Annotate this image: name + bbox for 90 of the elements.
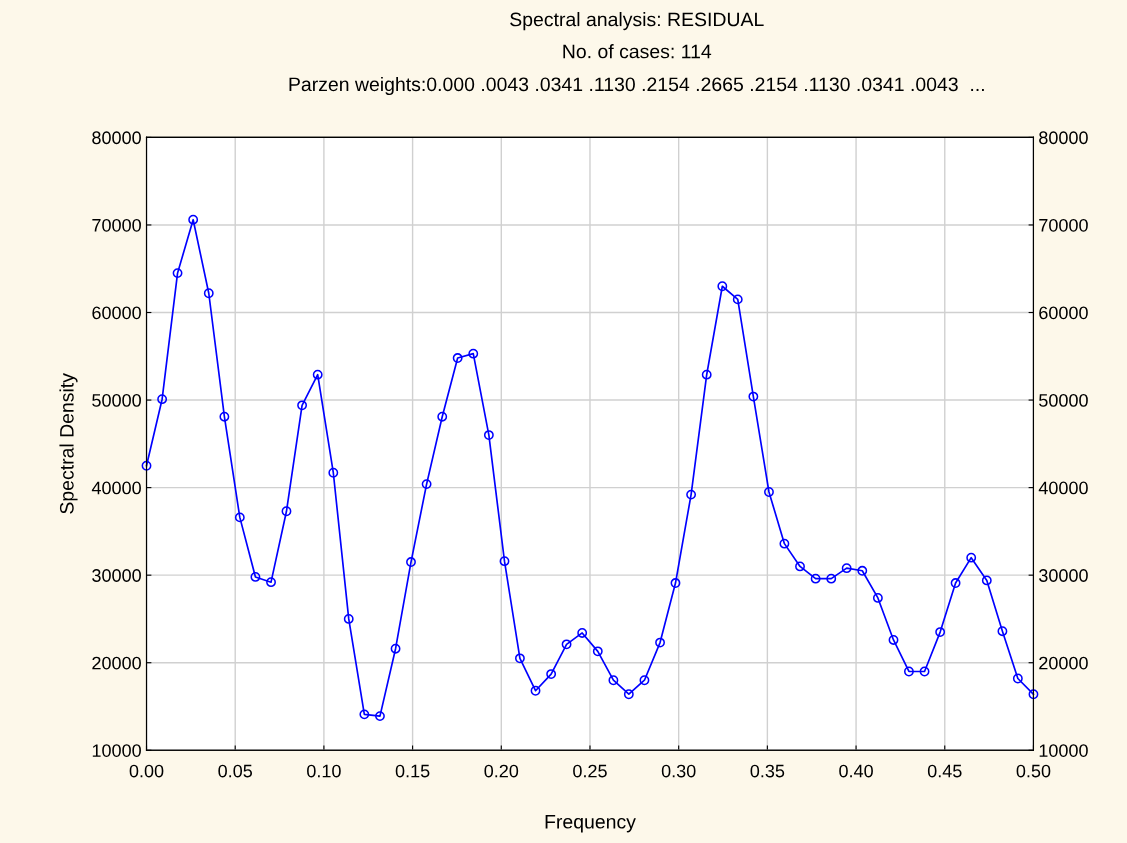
point — [872, 592, 883, 603]
point — [234, 512, 245, 523]
point — [919, 666, 930, 677]
y-axis-title: Spectral Density — [59, 373, 78, 514]
point — [795, 561, 805, 572]
point — [670, 578, 681, 588]
y-tick-label: 10000 — [92, 744, 141, 757]
x-tick-label: 0.05 — [218, 764, 253, 778]
y2-tick-label: 40000 — [1038, 481, 1088, 495]
point — [468, 348, 479, 359]
point — [701, 369, 712, 380]
point — [1012, 673, 1023, 684]
point — [499, 556, 510, 567]
point — [312, 369, 323, 380]
point — [343, 614, 354, 624]
point — [141, 460, 152, 471]
point — [452, 353, 463, 363]
y-tick-label: 50000 — [92, 394, 141, 407]
x-tick-label: 0.30 — [661, 764, 696, 778]
point — [1028, 689, 1039, 700]
point — [421, 479, 432, 490]
point — [810, 573, 821, 584]
point — [250, 571, 261, 582]
point — [966, 552, 977, 563]
y-tick-label: 60000 — [92, 306, 141, 320]
point — [717, 281, 728, 292]
y2-tick-label: 30000 — [1039, 569, 1088, 582]
point — [764, 487, 774, 497]
point — [732, 294, 743, 305]
point — [281, 506, 292, 517]
x-tick-label: 0.10 — [307, 764, 341, 778]
point — [935, 627, 946, 638]
point — [779, 538, 790, 549]
point — [561, 639, 572, 650]
y2-tick-label: 80000 — [1039, 131, 1088, 145]
point — [219, 411, 230, 422]
x-tick-label: 0.35 — [750, 764, 785, 778]
point — [577, 628, 588, 638]
y-tick-label: 70000 — [92, 218, 141, 232]
point — [359, 709, 370, 720]
point — [546, 669, 557, 680]
point — [888, 635, 899, 645]
x-tick-label: 0.00 — [129, 764, 164, 778]
point — [997, 626, 1008, 637]
point — [592, 646, 603, 657]
point — [514, 653, 525, 664]
x-tick-label: 0.20 — [484, 764, 519, 778]
point — [950, 578, 961, 588]
point — [826, 573, 837, 584]
x-tick-label: 0.40 — [839, 764, 873, 778]
point — [623, 689, 634, 700]
point — [297, 400, 308, 411]
y-tick-label: 40000 — [91, 481, 141, 495]
x-tick-label: 0.25 — [573, 764, 607, 778]
point — [390, 643, 401, 654]
y-tick-label: 30000 — [92, 569, 141, 582]
chart-title: Spectral analysis: RESIDUAL — [510, 12, 764, 31]
x-axis-title: Frequency — [545, 815, 636, 833]
x-tick-label: 0.15 — [395, 764, 430, 778]
point — [530, 685, 541, 696]
point — [172, 268, 183, 279]
point — [981, 575, 992, 586]
point — [266, 577, 276, 588]
x-tick-label: 0.45 — [927, 764, 962, 778]
point — [406, 557, 416, 567]
text: Parzen weights:0.000 .0043 .0341 .1130 .2154 .2665 .2154 .1130 .0341 .0043 ... — [289, 76, 984, 96]
point — [841, 563, 852, 574]
y2-tick-label: 60000 — [1039, 306, 1088, 320]
point — [483, 430, 494, 441]
y2-tick-label: 70000 — [1039, 218, 1088, 232]
y-tick-label: 20000 — [92, 656, 141, 670]
point — [437, 411, 448, 422]
y-tick-label: 80000 — [92, 131, 141, 145]
point — [686, 489, 697, 500]
point — [748, 391, 759, 402]
x-tick-label: 0.50 — [1016, 764, 1051, 778]
y2-tick-label: 10000 — [1039, 744, 1088, 757]
point — [328, 467, 339, 478]
point — [203, 288, 214, 299]
point — [157, 394, 168, 405]
point — [608, 675, 619, 686]
point — [904, 666, 914, 677]
chart-subtitle: No. of cases: 114 — [563, 44, 712, 59]
point — [188, 214, 199, 225]
y2-tick-label: 50000 — [1039, 394, 1088, 407]
y2-tick-label: 20000 — [1039, 656, 1088, 670]
point — [375, 711, 385, 722]
point — [639, 675, 650, 686]
point — [857, 565, 868, 576]
point — [655, 637, 665, 648]
